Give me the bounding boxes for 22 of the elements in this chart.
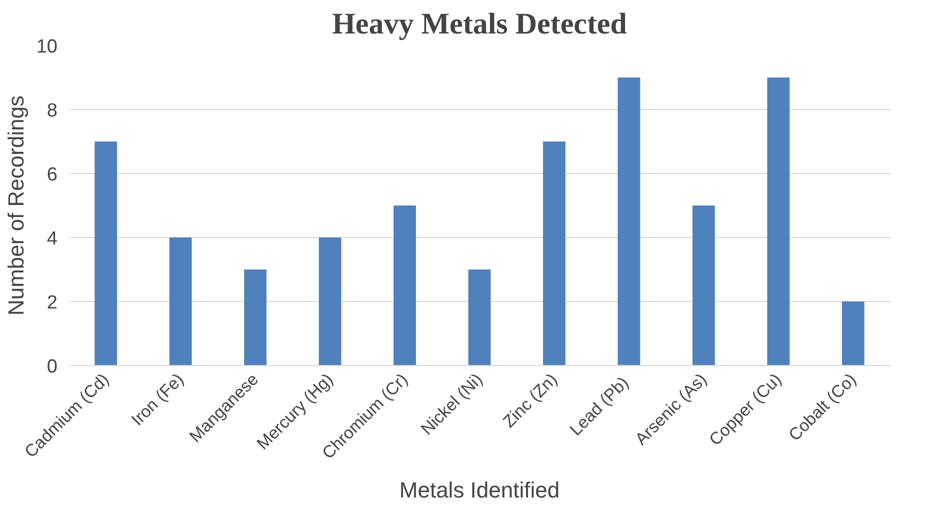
bar xyxy=(244,270,267,366)
x-tick-label: Zinc (Zn) xyxy=(499,370,561,432)
x-tick-label: Iron (Fe) xyxy=(128,370,188,430)
bar xyxy=(767,78,790,366)
bar xyxy=(169,238,192,366)
bar xyxy=(692,206,715,366)
bar xyxy=(94,142,118,366)
y-tick-label: 0 xyxy=(46,356,58,378)
bar xyxy=(394,206,416,366)
y-tick-label: 6 xyxy=(46,164,58,186)
bar xyxy=(618,78,640,366)
bar xyxy=(468,270,491,366)
y-tick-label: 2 xyxy=(46,292,58,314)
y-axis-title: Number of Recordings xyxy=(3,95,28,316)
chart-title: Heavy Metals Detected xyxy=(332,8,628,40)
bar xyxy=(842,302,864,366)
x-axis-title: Metals Identified xyxy=(399,477,560,502)
bar xyxy=(318,238,342,366)
y-tick-label: 4 xyxy=(46,228,58,250)
y-tick-label: 8 xyxy=(46,100,58,122)
y-tick-label: 10 xyxy=(36,36,58,58)
bar xyxy=(543,142,566,366)
